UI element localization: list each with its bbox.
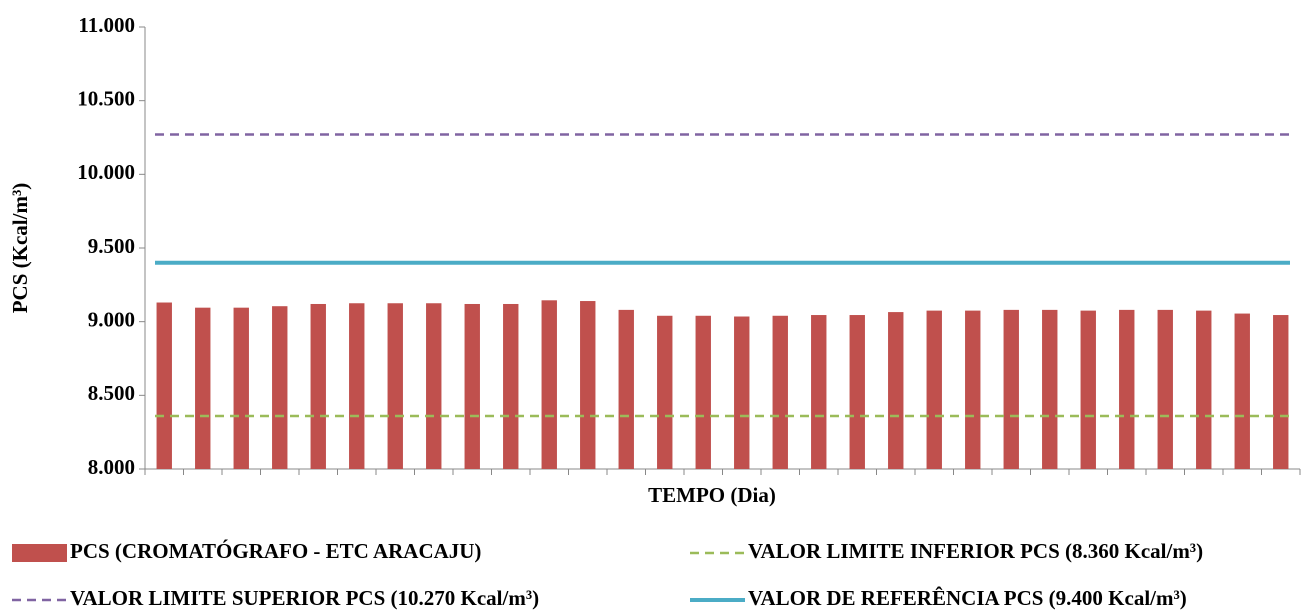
- bar: [618, 309, 634, 469]
- bar: [849, 315, 865, 469]
- bar: [657, 315, 673, 469]
- y-tick-label: 8.000: [88, 455, 135, 479]
- x-axis-title: TEMPO (Dia): [648, 483, 776, 507]
- bar: [195, 307, 211, 469]
- bar: [310, 303, 326, 469]
- bar: [541, 300, 557, 469]
- legend-swatch: [12, 544, 67, 562]
- bar: [926, 310, 942, 469]
- legend-label: PCS (CROMATÓGRAFO - ETC ARACAJU): [70, 539, 481, 563]
- bar: [580, 301, 596, 469]
- bar: [1119, 309, 1135, 469]
- y-axis-title: PCS (Kcal/m³): [8, 183, 32, 314]
- bar: [1234, 313, 1250, 469]
- bar: [734, 316, 750, 469]
- bar: [772, 315, 788, 469]
- y-tick-label: 9.500: [88, 234, 135, 258]
- bar: [387, 303, 403, 469]
- bar: [349, 303, 365, 469]
- bar: [1003, 309, 1019, 469]
- bar: [1157, 309, 1173, 469]
- bar: [503, 303, 519, 469]
- bar: [1042, 309, 1058, 469]
- y-tick-label: 9.000: [88, 307, 135, 331]
- bar: [1080, 310, 1096, 469]
- bar: [156, 302, 172, 469]
- bar: [1273, 315, 1289, 469]
- bar: [233, 307, 249, 469]
- y-tick-label: 10.000: [77, 160, 135, 184]
- bar: [1196, 310, 1212, 469]
- y-tick-label: 8.500: [88, 381, 135, 405]
- y-tick-label: 10.500: [77, 86, 135, 110]
- legend-label: VALOR LIMITE INFERIOR PCS (8.360 Kcal/m³…: [748, 539, 1203, 563]
- bar: [965, 310, 981, 469]
- bar: [426, 303, 442, 469]
- bar: [695, 315, 711, 469]
- bar: [464, 303, 480, 469]
- legend-label: VALOR LIMITE SUPERIOR PCS (10.270 Kcal/m…: [70, 586, 539, 610]
- bar: [888, 312, 904, 469]
- bar: [272, 306, 288, 469]
- legend-label: VALOR DE REFERÊNCIA PCS (9.400 Kcal/m³): [748, 586, 1187, 610]
- y-tick-label: 11.000: [78, 13, 135, 37]
- bar: [811, 315, 827, 469]
